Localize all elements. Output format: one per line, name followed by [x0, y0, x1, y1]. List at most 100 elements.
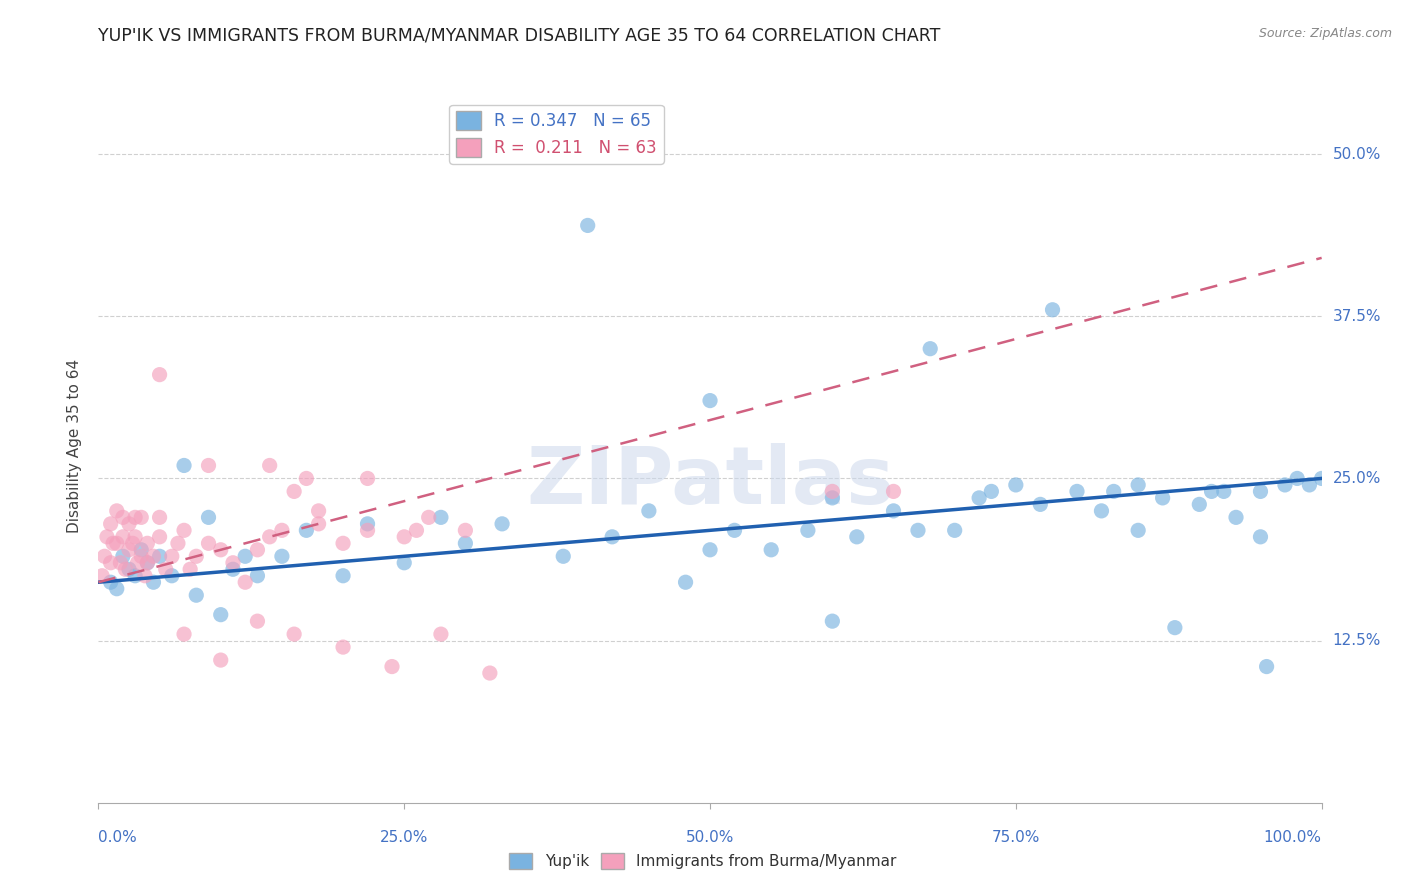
Point [259, 530, 281, 544]
Point [478, 666, 501, 681]
Point [1102, 484, 1125, 499]
Point [967, 491, 990, 505]
Text: ZIPatlas: ZIPatlas [526, 442, 894, 521]
Point [100, 575, 122, 590]
Point [1128, 478, 1150, 492]
Point [1188, 497, 1211, 511]
Point [222, 562, 245, 576]
Point [270, 524, 294, 538]
Point [246, 542, 269, 557]
Point [491, 516, 513, 531]
Point [356, 471, 378, 485]
Point [332, 640, 354, 654]
Point [1029, 497, 1052, 511]
Point [209, 653, 232, 667]
Text: 25.0%: 25.0% [1333, 471, 1381, 486]
Text: 37.5%: 37.5% [1333, 309, 1381, 324]
Point [270, 549, 294, 564]
Text: 0.0%: 0.0% [98, 830, 138, 845]
Point [1042, 302, 1064, 317]
Point [1128, 524, 1150, 538]
Point [209, 607, 232, 622]
Point [114, 562, 136, 576]
Point [173, 458, 195, 473]
Point [149, 530, 172, 544]
Point [121, 536, 143, 550]
Point [308, 516, 330, 531]
Point [186, 549, 208, 564]
Point [129, 542, 152, 557]
Point [920, 342, 942, 356]
Point [142, 549, 165, 564]
Point [1090, 504, 1112, 518]
Point [980, 484, 1002, 499]
Point [1164, 621, 1187, 635]
Point [1256, 659, 1278, 673]
Point [105, 504, 128, 518]
Point [197, 536, 219, 550]
Point [600, 530, 623, 544]
Text: 50.0%: 50.0% [1333, 146, 1381, 161]
Point [129, 549, 152, 564]
Point [308, 504, 330, 518]
Point [637, 504, 661, 518]
Point [1004, 478, 1026, 492]
Point [118, 542, 141, 557]
Point [160, 568, 183, 582]
Point [1274, 478, 1296, 492]
Point [675, 575, 697, 590]
Point [209, 542, 232, 557]
Point [259, 458, 281, 473]
Point [1298, 478, 1320, 492]
Point [761, 542, 783, 557]
Point [1066, 484, 1088, 499]
Point [129, 510, 152, 524]
Point [332, 536, 354, 550]
Point [100, 556, 122, 570]
Point [1310, 471, 1333, 485]
Point [149, 510, 172, 524]
Point [105, 536, 128, 550]
Text: 12.5%: 12.5% [1333, 633, 1381, 648]
Point [93, 549, 115, 564]
Point [136, 536, 159, 550]
Point [430, 510, 453, 524]
Point [127, 556, 149, 570]
Text: 25.0%: 25.0% [380, 830, 429, 845]
Point [576, 219, 599, 233]
Point [821, 484, 844, 499]
Point [907, 524, 929, 538]
Point [136, 556, 159, 570]
Point [134, 568, 156, 582]
Point [1250, 484, 1272, 499]
Point [173, 524, 195, 538]
Point [553, 549, 575, 564]
Point [124, 530, 146, 544]
Point [723, 524, 745, 538]
Text: 100.0%: 100.0% [1264, 830, 1322, 845]
Point [430, 627, 453, 641]
Point [821, 614, 844, 628]
Point [405, 524, 427, 538]
Point [821, 491, 844, 505]
Legend: Yup'ik, Immigrants from Burma/Myanmar: Yup'ik, Immigrants from Burma/Myanmar [503, 847, 903, 875]
Point [167, 536, 190, 550]
Point [418, 510, 440, 524]
Point [155, 562, 177, 576]
Point [118, 516, 141, 531]
Point [160, 549, 183, 564]
Point [179, 562, 201, 576]
Point [454, 536, 477, 550]
Point [699, 393, 721, 408]
Text: 50.0%: 50.0% [686, 830, 734, 845]
Text: YUP'IK VS IMMIGRANTS FROM BURMA/MYANMAR DISABILITY AGE 35 TO 64 CORRELATION CHAR: YUP'IK VS IMMIGRANTS FROM BURMA/MYANMAR … [98, 27, 941, 45]
Point [295, 524, 318, 538]
Point [283, 484, 305, 499]
Point [381, 659, 404, 673]
Point [233, 549, 256, 564]
Point [186, 588, 208, 602]
Point [124, 510, 146, 524]
Point [1225, 510, 1247, 524]
Point [96, 530, 118, 544]
Point [105, 582, 128, 596]
